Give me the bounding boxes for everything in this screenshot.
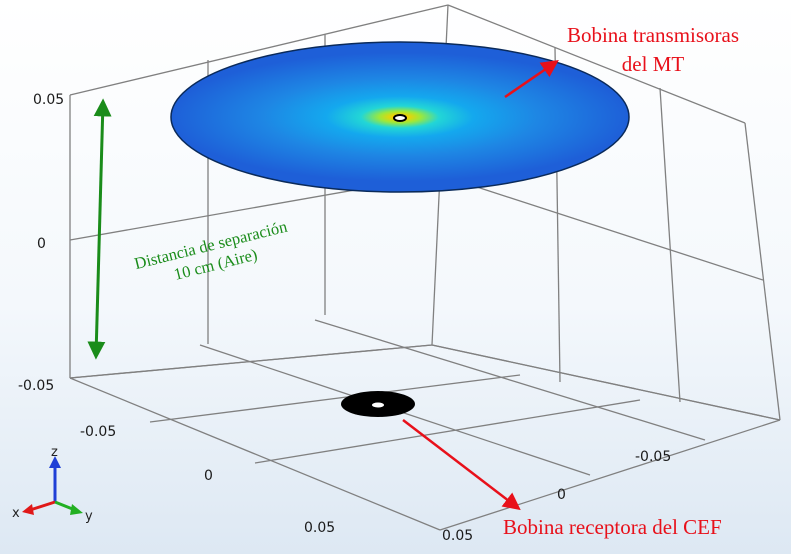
separation-label: Distancia de separación 10 cm (Aire)	[132, 217, 289, 284]
separation-arrow	[87, 98, 112, 360]
z-tick-0: 0	[37, 236, 46, 252]
triad-x-label: x	[12, 506, 20, 521]
floor-grid	[69, 319, 781, 531]
z-tick-neg0.05: -0.05	[18, 378, 54, 394]
transmitter-label-line1: Bobina transmisoras	[567, 23, 739, 47]
y-tick-neg0.05: -0.05	[635, 449, 671, 465]
triad-x-arrowhead	[22, 504, 34, 515]
triad-x-arrow	[29, 500, 56, 512]
z-tick-0.05: 0.05	[33, 92, 64, 108]
axis-triad[interactable]: z x y	[12, 445, 93, 524]
triad-z-arrowhead	[49, 456, 61, 468]
triad-z-label: z	[51, 445, 58, 460]
x-tick-neg0.05: -0.05	[80, 424, 116, 440]
x-tick-0: 0	[204, 468, 213, 484]
triad-y-arrowhead	[70, 504, 83, 515]
receiver-coil	[341, 391, 415, 417]
y-tick-0: 0	[557, 487, 566, 503]
x-tick-0.05: 0.05	[304, 520, 335, 536]
y-tick-0.05: 0.05	[442, 528, 473, 544]
receiver-label: Bobina receptora del CEF	[503, 515, 722, 539]
triad-y-label: y	[85, 509, 93, 524]
receiver-arrow	[402, 419, 521, 511]
transmitter-coil	[170, 41, 630, 193]
transmitter-label-line2: del MT	[622, 52, 685, 76]
transmitter-arrow	[504, 60, 559, 99]
